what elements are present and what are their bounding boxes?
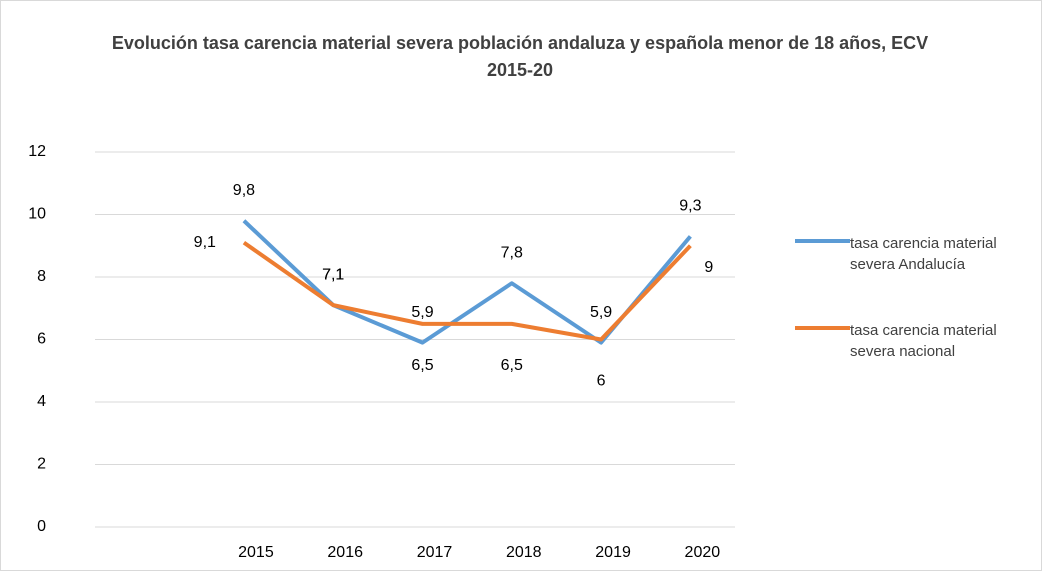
chart-title: Evolución tasa carencia material severa … [111,33,929,80]
data-label: 5,9 [411,304,433,321]
y-tick-label: 4 [37,393,46,410]
data-label: 6 [597,373,606,390]
series-line [242,240,692,342]
data-label: 6,5 [411,357,433,374]
y-tick-label: 12 [28,143,46,160]
data-label: 5,9 [590,304,612,321]
data-label: 9,3 [679,198,701,215]
data-label: 9,8 [233,182,255,199]
legend-label: tasa carencia material severa Andalucía [850,235,997,273]
data-label: 9 [704,259,713,276]
legend-label: tasa carencia material severa nacional [850,322,997,360]
y-tick-label: 8 [37,268,46,285]
x-tick-label: 2018 [506,544,542,561]
y-tick-label: 10 [28,206,46,223]
y-tick-label: 2 [37,456,46,473]
x-tick-label: 2015 [238,544,274,561]
x-tick-label: 2020 [685,544,721,561]
x-tick-label: 2019 [595,544,631,561]
x-tick-label: 2016 [327,544,363,561]
y-tick-label: 6 [37,331,46,348]
y-tick-label: 0 [37,518,46,535]
x-tick-label: 2017 [417,544,453,561]
data-label: 6,5 [501,357,523,374]
data-label: 7,8 [501,244,523,261]
data-label: 7,1 [322,266,344,283]
data-label: 7,1 [322,266,344,283]
data-label: 9,1 [194,234,216,251]
